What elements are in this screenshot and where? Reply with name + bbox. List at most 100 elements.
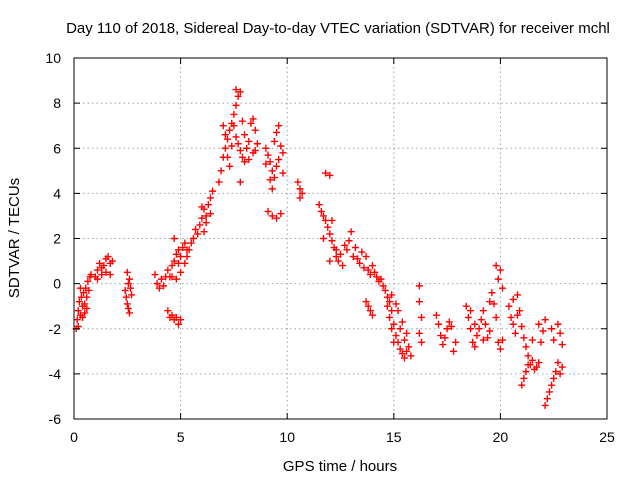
data-point bbox=[398, 318, 406, 326]
data-point bbox=[202, 219, 210, 227]
data-point bbox=[296, 194, 304, 202]
data-point bbox=[539, 327, 547, 335]
data-point bbox=[445, 318, 453, 326]
data-point bbox=[234, 140, 242, 148]
data-point bbox=[400, 354, 408, 362]
data-point bbox=[388, 325, 396, 333]
data-point bbox=[196, 221, 204, 229]
data-point bbox=[377, 275, 385, 283]
data-point bbox=[202, 212, 210, 220]
data-point bbox=[124, 280, 132, 288]
data-point bbox=[243, 144, 251, 152]
data-point bbox=[558, 363, 566, 371]
data-point bbox=[518, 322, 526, 330]
data-point bbox=[81, 309, 89, 317]
data-point bbox=[275, 122, 283, 130]
data-point bbox=[317, 207, 325, 215]
data-point bbox=[492, 262, 500, 270]
data-point bbox=[174, 246, 182, 254]
data-point bbox=[181, 239, 189, 247]
data-point bbox=[418, 313, 426, 321]
data-point bbox=[556, 370, 564, 378]
data-point bbox=[328, 237, 336, 245]
data-point bbox=[522, 368, 530, 376]
data-point bbox=[157, 275, 165, 283]
data-point bbox=[373, 273, 381, 281]
data-point bbox=[415, 282, 423, 290]
data-point bbox=[79, 313, 87, 321]
data-point bbox=[522, 343, 530, 351]
data-point bbox=[270, 137, 278, 145]
data-point bbox=[319, 235, 327, 242]
data-point bbox=[356, 259, 364, 267]
data-point bbox=[513, 291, 521, 299]
data-point bbox=[245, 137, 253, 145]
data-point bbox=[366, 307, 374, 315]
data-point bbox=[403, 329, 411, 337]
data-point bbox=[550, 374, 558, 382]
x-tick-label: 25 bbox=[599, 429, 615, 445]
data-point bbox=[360, 264, 368, 272]
data-point bbox=[322, 169, 330, 177]
data-point bbox=[541, 316, 549, 324]
data-point bbox=[528, 356, 536, 364]
data-point bbox=[93, 275, 101, 283]
data-point bbox=[83, 304, 91, 312]
data-point bbox=[174, 320, 182, 328]
data-point bbox=[126, 284, 134, 292]
data-point bbox=[204, 201, 212, 209]
data-point bbox=[181, 259, 189, 267]
data-point bbox=[123, 300, 131, 308]
data-point bbox=[81, 300, 89, 308]
gridlines bbox=[74, 58, 607, 419]
data-point bbox=[494, 338, 502, 346]
data-point bbox=[236, 88, 244, 96]
data-point bbox=[354, 255, 362, 263]
data-point bbox=[168, 273, 176, 281]
data-point bbox=[400, 336, 408, 344]
data-point bbox=[432, 311, 440, 319]
data-point bbox=[349, 253, 357, 261]
data-point bbox=[273, 128, 281, 136]
data-point bbox=[505, 302, 513, 310]
data-point bbox=[174, 259, 182, 267]
data-point bbox=[236, 147, 244, 155]
data-point bbox=[164, 307, 172, 315]
data-point bbox=[520, 334, 528, 342]
data-point bbox=[172, 313, 180, 321]
data-point bbox=[479, 307, 487, 315]
data-point bbox=[219, 122, 227, 130]
data-point bbox=[351, 244, 359, 252]
data-point bbox=[187, 239, 195, 247]
data-point bbox=[507, 313, 515, 321]
data-point bbox=[518, 381, 526, 389]
data-point bbox=[511, 329, 519, 337]
data-point bbox=[266, 158, 274, 166]
data-point bbox=[236, 178, 244, 186]
data-point bbox=[496, 266, 504, 274]
data-point bbox=[486, 327, 494, 335]
data-point bbox=[192, 225, 200, 233]
data-point bbox=[170, 257, 178, 265]
data-point bbox=[319, 212, 327, 220]
data-point bbox=[345, 237, 353, 245]
data-point bbox=[403, 347, 411, 355]
data-point bbox=[198, 214, 206, 222]
data-point bbox=[80, 289, 88, 297]
data-point bbox=[447, 322, 455, 330]
data-point bbox=[479, 336, 487, 344]
data-point bbox=[368, 262, 376, 270]
points-layer bbox=[72, 86, 566, 409]
x-tick-label: 0 bbox=[70, 429, 78, 445]
data-point bbox=[552, 368, 560, 376]
x-axis-label: GPS time / hours bbox=[283, 458, 397, 475]
data-point bbox=[379, 282, 387, 290]
data-point bbox=[469, 338, 477, 346]
data-point bbox=[241, 158, 249, 166]
data-point bbox=[545, 388, 553, 396]
data-point bbox=[93, 266, 101, 274]
data-point bbox=[490, 300, 498, 308]
data-point bbox=[217, 167, 225, 175]
y-tick-label: -6 bbox=[49, 411, 62, 427]
data-point bbox=[494, 275, 502, 283]
